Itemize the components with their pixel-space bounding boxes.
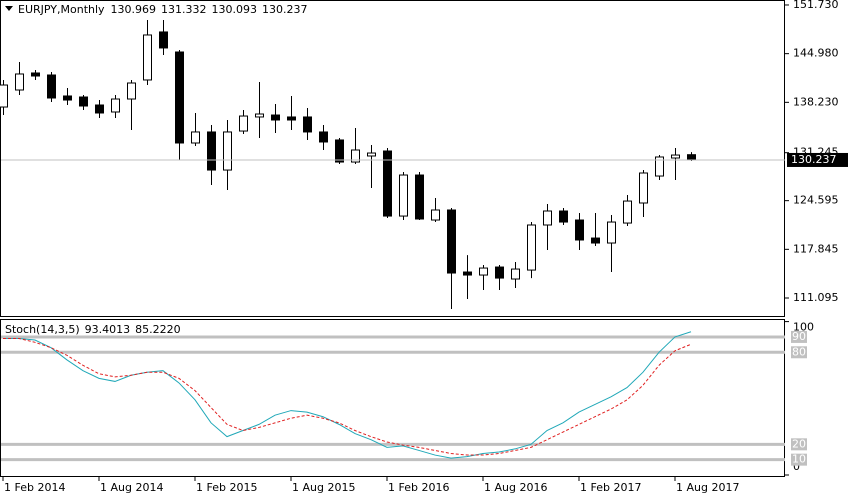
candle-body — [655, 156, 664, 177]
y-tick-label: 151.730 — [793, 0, 839, 11]
candle-body — [0, 84, 8, 108]
candle-body — [639, 172, 648, 204]
candle-body — [191, 131, 200, 144]
candle-body — [527, 224, 536, 271]
candle-body — [79, 96, 88, 107]
candle-body — [47, 74, 56, 99]
symbol: EURJPY,Monthly — [18, 3, 105, 16]
y-tick-label: 117.845 — [793, 242, 839, 255]
x-tick-label: 1 Feb 2015 — [196, 481, 257, 494]
candle-body — [303, 116, 312, 133]
price-title: EURJPY,Monthly 130.969 131.332 130.093 130.2… — [18, 3, 308, 16]
level-label-box — [791, 346, 807, 359]
level-label-box — [791, 438, 807, 451]
x-tick-label: 1 Feb 2016 — [388, 481, 449, 494]
candle-body — [223, 131, 232, 171]
x-tick-label: 1 Aug 2017 — [676, 481, 739, 494]
candle-body — [239, 115, 248, 132]
candle-body — [159, 31, 168, 49]
stoch-title: Stoch(14,3,5) 93.4013 85.2220 — [5, 323, 181, 336]
stoch-line — [3, 331, 692, 459]
low-reading: 130.093 — [212, 3, 258, 16]
candle-body — [351, 149, 360, 163]
y-tick-label: 20 — [792, 437, 806, 450]
y-tick-label: 10 — [792, 453, 806, 466]
x-tick-label: 1 Feb 2014 — [4, 481, 65, 494]
candle-body — [399, 174, 408, 217]
candle-body — [63, 95, 72, 101]
candle-body — [607, 221, 616, 244]
price-panel — [0, 0, 785, 317]
close-reading: 130.237 — [262, 3, 308, 16]
candle-body — [575, 219, 584, 241]
candle-body — [623, 200, 632, 224]
candle-body — [463, 271, 472, 276]
x-tick-label: 1 Aug 2014 — [100, 481, 163, 494]
candle-body — [671, 154, 680, 159]
candle-body — [175, 51, 184, 144]
high-reading: 131.332 — [161, 3, 207, 16]
candle-body — [143, 34, 152, 81]
price-label-box — [787, 152, 848, 167]
y-tick-label: 144.980 — [793, 47, 839, 60]
level-label-box — [791, 330, 807, 343]
candle-body — [255, 113, 264, 118]
candle-body — [687, 154, 696, 161]
candle-body — [383, 150, 392, 217]
stoch-line — [3, 337, 692, 456]
level-label-box — [791, 453, 807, 466]
candle-body — [479, 267, 488, 276]
x-tick-label: 1 Aug 2016 — [484, 481, 547, 494]
candle-body — [495, 266, 504, 279]
candle-body — [447, 209, 456, 274]
candle-body — [271, 114, 280, 121]
price-label: 130.237 — [791, 153, 837, 166]
candle-body — [111, 98, 120, 113]
y-tick-label: 138.230 — [793, 95, 839, 108]
y-tick-label: 124.595 — [793, 194, 839, 207]
candle-body — [543, 210, 552, 226]
y-tick-label: 80 — [792, 345, 806, 358]
candle-body — [31, 72, 40, 77]
y-tick-label: 111.095 — [793, 291, 839, 304]
stoch-panel — [0, 319, 785, 477]
signal-reading: 85.2220 — [135, 323, 181, 336]
candle-body — [431, 209, 440, 221]
candle-body — [15, 73, 24, 91]
indicator-name: Stoch(14,3,5) — [5, 323, 80, 336]
candle-body — [319, 131, 328, 143]
x-tick-label: 1 Aug 2015 — [292, 481, 355, 494]
candle-body — [367, 152, 376, 157]
y-tick-label: 100 — [793, 321, 814, 334]
candle-body — [207, 131, 216, 171]
candle-body — [591, 237, 600, 244]
y-tick-label: 90 — [792, 330, 806, 343]
x-tick-label: 1 Feb 2017 — [580, 481, 641, 494]
candle-body — [127, 82, 136, 100]
candle-body — [335, 139, 344, 163]
candle-body — [511, 268, 520, 280]
open-reading: 130.969 — [111, 3, 157, 16]
main-reading: 93.4013 — [85, 323, 131, 336]
menu-icon — [5, 6, 13, 11]
candle-body — [559, 210, 568, 223]
y-tick-label: 0 — [793, 460, 800, 473]
candle-body — [415, 174, 424, 220]
candle-body — [95, 104, 104, 114]
candle-body — [287, 116, 296, 121]
